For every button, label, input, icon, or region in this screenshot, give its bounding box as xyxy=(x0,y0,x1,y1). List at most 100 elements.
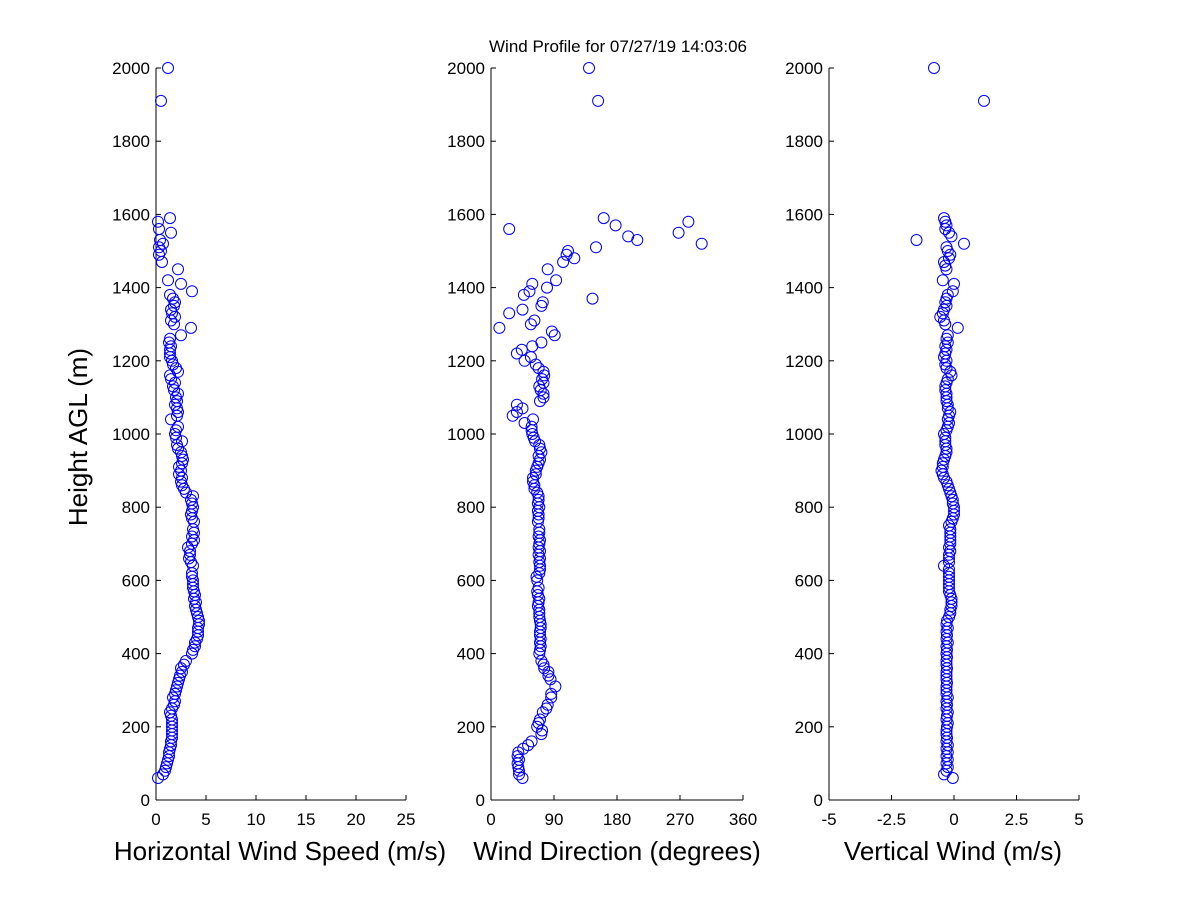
vertical-data-point xyxy=(944,248,957,261)
direction-data-point xyxy=(526,277,539,290)
speed-data-point xyxy=(175,329,187,342)
direction-data-point xyxy=(522,739,535,752)
direction-data-point xyxy=(583,62,595,74)
speed-data-point xyxy=(170,362,182,375)
speed-data-point xyxy=(172,420,184,433)
speed-data-point xyxy=(152,215,164,228)
speed-data-point xyxy=(164,288,176,301)
direction-data-point xyxy=(535,654,548,667)
direction-y-tick-label: 0 xyxy=(476,791,485,810)
speed-y-tick-label: 200 xyxy=(122,718,150,737)
speed-data-point xyxy=(171,395,183,408)
speed-data-point xyxy=(163,336,175,349)
vertical-data-point xyxy=(938,768,950,781)
direction-data-point xyxy=(506,409,519,422)
vertical-x-tick-label: -5 xyxy=(821,810,836,829)
vertical-y-tick-label: 0 xyxy=(814,791,823,810)
direction-data-point xyxy=(557,256,570,268)
vertical-data-point xyxy=(951,321,964,334)
direction-data-point xyxy=(682,215,695,228)
vertical-y-tick-label: 200 xyxy=(795,718,823,737)
direction-data-point xyxy=(532,450,545,462)
speed-data-point xyxy=(153,223,165,235)
vertical-data-point xyxy=(943,226,955,239)
speed-data-point xyxy=(186,647,198,660)
speed-data-point xyxy=(160,761,172,774)
direction-y-tick-label: 2000 xyxy=(447,59,485,78)
speed-data-point xyxy=(159,764,171,777)
direction-data-point xyxy=(527,413,539,426)
direction-data-point xyxy=(537,391,550,404)
speed-data-point xyxy=(180,654,192,667)
wind-direction-panel: 0 200 400 600 800 1000 1200 1400 1600 1800 2000 0 90… xyxy=(447,59,757,829)
direction-data-point xyxy=(503,223,516,235)
vertical-data-point xyxy=(946,772,959,784)
vertical-data-point xyxy=(940,475,953,488)
speed-y-tick-label: 1400 xyxy=(112,279,150,298)
direction-y-tick-label: 1600 xyxy=(447,205,485,224)
speed-y-tick-label: 1000 xyxy=(112,425,150,444)
vertical-data-point xyxy=(939,384,952,397)
vertical-data-point xyxy=(940,354,953,367)
speed-data-point xyxy=(161,757,173,770)
speed-data-point xyxy=(157,237,169,250)
speed-y-tick-label: 1600 xyxy=(112,205,150,224)
speed-data-point xyxy=(185,508,197,521)
vertical-data-point xyxy=(944,406,957,418)
direction-data-point xyxy=(525,735,538,748)
vertical-data-point xyxy=(934,310,947,323)
direction-data-point xyxy=(526,428,539,440)
vertical-x-tick-label: 0 xyxy=(949,810,958,829)
speed-data-point xyxy=(187,501,199,514)
direction-data-point xyxy=(532,581,545,594)
direction-data-point xyxy=(609,219,622,232)
vertical-data-point xyxy=(940,241,953,254)
speed-data-point xyxy=(188,526,200,539)
direction-y-tick-label: 1800 xyxy=(447,132,485,151)
speed-data-point xyxy=(172,263,184,276)
direction-data-point xyxy=(568,252,581,265)
direction-data-point xyxy=(534,713,546,726)
vertical-y-tick-label: 1000 xyxy=(785,425,823,444)
vertical-y-tick-label: 1800 xyxy=(785,132,823,151)
direction-data-point xyxy=(541,263,554,276)
direction-y-tick-label: 800 xyxy=(457,498,485,517)
vertical-data-point xyxy=(945,230,958,243)
direction-data-point xyxy=(541,698,554,711)
direction-data-point xyxy=(533,380,546,393)
direction-data-point xyxy=(545,687,558,700)
speed-data-point xyxy=(175,662,187,675)
direction-data-point xyxy=(515,343,528,356)
vertical-data-point xyxy=(939,340,952,353)
direction-y-tick-label: 200 xyxy=(457,718,485,737)
y-axis-label: Height AGL (m) xyxy=(63,348,93,526)
direction-data-point xyxy=(622,230,635,243)
direction-y-tick-label: 400 xyxy=(457,645,485,664)
speed-data-point xyxy=(166,307,178,320)
vertical-x-tick-label: 2.5 xyxy=(1005,810,1029,829)
speed-data-point xyxy=(164,212,176,225)
vertical-data-point xyxy=(958,237,970,250)
direction-data-point xyxy=(529,468,542,481)
vertical-y-tick-label: 400 xyxy=(795,645,823,664)
speed-data-point xyxy=(189,589,201,601)
speed-data-point xyxy=(175,475,187,488)
direction-data-point xyxy=(532,530,545,543)
speed-x-tick-label: 10 xyxy=(247,810,266,829)
direction-x-tick-label: 90 xyxy=(545,810,564,829)
vertical-y-tick-label: 2000 xyxy=(785,59,823,78)
direction-data-point xyxy=(531,486,544,499)
direction-data-point xyxy=(535,336,548,349)
speed-data-point xyxy=(175,277,187,290)
direction-y-tick-label: 1400 xyxy=(447,279,485,298)
speed-data-point xyxy=(171,680,183,693)
direction-data-point xyxy=(527,475,539,488)
speed-data-point xyxy=(167,292,179,305)
speed-data-point xyxy=(172,676,184,689)
speed-data-point xyxy=(169,428,181,440)
speed-x-tick-label: 0 xyxy=(151,810,160,829)
speed-data-point xyxy=(164,369,176,382)
vertical-data-point xyxy=(943,519,955,532)
speed-data-point xyxy=(182,541,194,554)
speed-data-point xyxy=(167,358,179,371)
